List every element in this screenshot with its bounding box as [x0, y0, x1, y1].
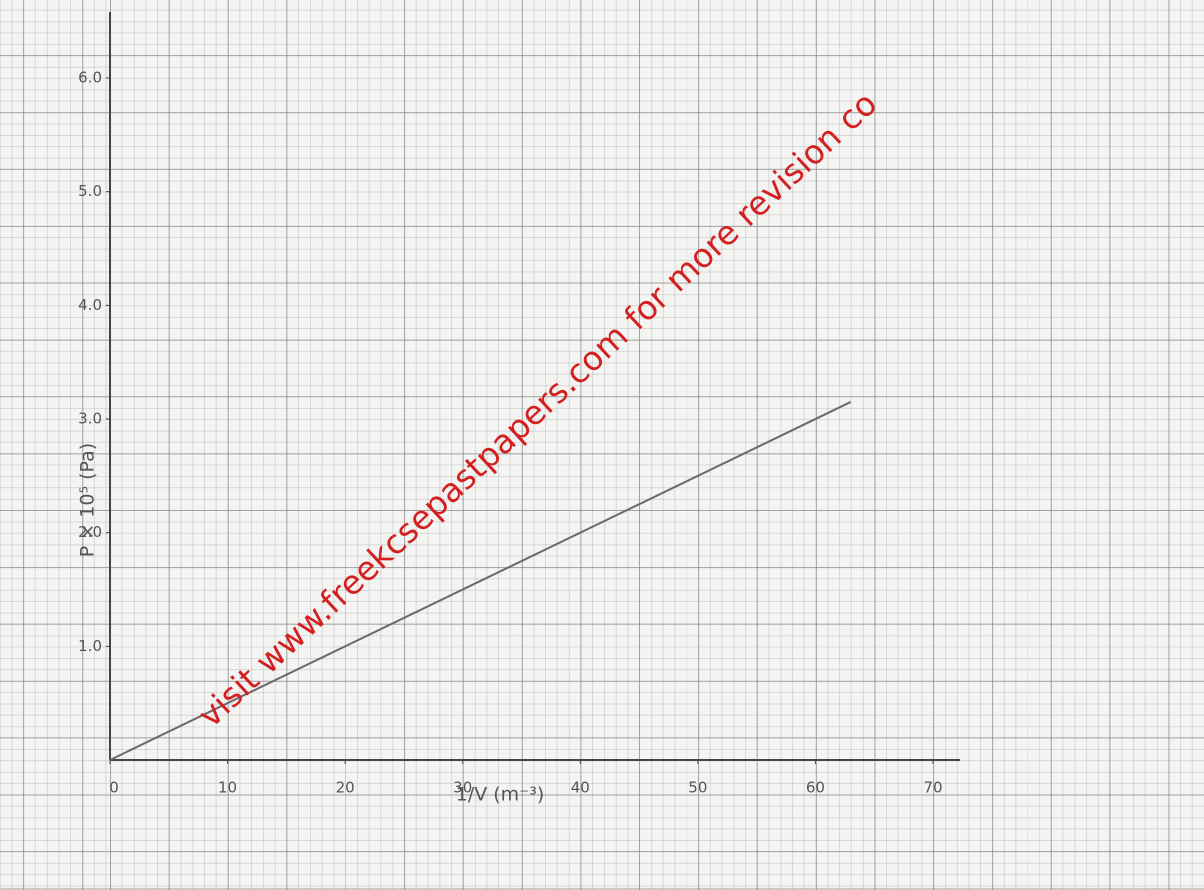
- x-tick-label: 10: [218, 779, 237, 797]
- watermark: visit www.freekcsepastpapers.com for mor…: [190, 84, 884, 735]
- x-tick-label: 0: [109, 779, 119, 797]
- y-tick-label: 6.0: [78, 69, 102, 87]
- x-tick-label: 30: [453, 779, 472, 797]
- y-tick-label: 4.0: [78, 296, 102, 314]
- x-tick-label: 50: [688, 779, 707, 797]
- x-tick-label: 20: [336, 779, 355, 797]
- x-tick-label: 40: [571, 779, 590, 797]
- y-tick-label: 2.0: [78, 523, 102, 541]
- y-tick-label: 3.0: [78, 410, 102, 428]
- y-tick-label: 1.0: [78, 637, 102, 655]
- chart: 1/V (m⁻³) P × 10⁵ (Pa) 0102030405060701.…: [0, 0, 1204, 890]
- x-tick-label: 70: [923, 779, 942, 797]
- y-tick-label: 5.0: [78, 182, 102, 200]
- x-tick-label: 60: [806, 779, 825, 797]
